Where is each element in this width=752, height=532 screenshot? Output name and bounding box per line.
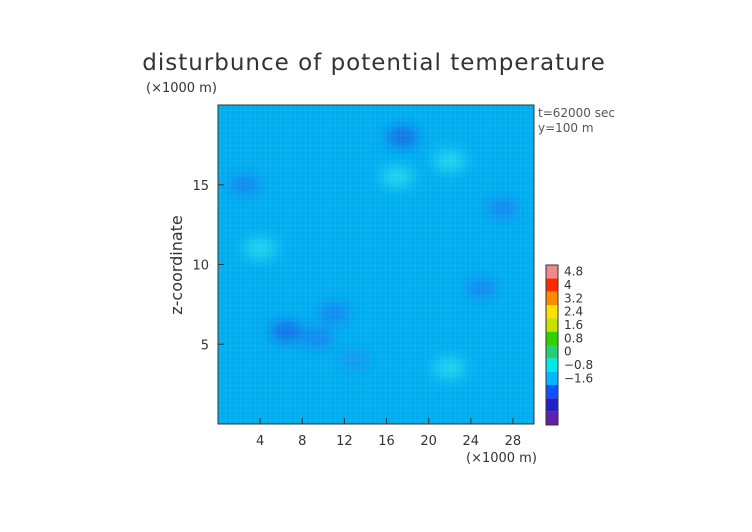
colorbar-label: 0 (564, 345, 572, 359)
info-y: y=100 m (538, 121, 594, 135)
colorbar-swatch (546, 278, 558, 292)
colorbar-label: 3.2 (564, 291, 583, 305)
colorbar-swatch (546, 358, 558, 372)
x-axis-label: (×1000 m) (466, 451, 537, 466)
colorbar-swatch (546, 291, 558, 305)
grid-overlay (218, 105, 534, 424)
chart-title: disturbunce of potential temperature (142, 50, 606, 76)
y-axis-label: z-coordinate (167, 215, 186, 315)
x-axis: 4 8 12 16 20 24 28 (256, 418, 521, 449)
x-tick-label: 24 (463, 434, 480, 449)
x-tick-label: 8 (298, 434, 306, 449)
colorbar-frame (545, 264, 559, 426)
colorbar-label: 4 (564, 278, 572, 292)
colorbar-swatch (546, 331, 558, 345)
y-tick-label: 10 (192, 259, 209, 274)
y-tick-label: 15 (192, 179, 209, 194)
y-unit-label: (×1000 m) (146, 81, 217, 96)
colorbar-swatch (546, 411, 558, 425)
colorbar-swatch (546, 371, 558, 385)
colorbar-label: 0.8 (564, 331, 583, 345)
x-tick-label: 12 (336, 434, 353, 449)
colorbar-label: 1.6 (564, 318, 583, 332)
colorbar-swatch (546, 305, 558, 319)
y-axis: 5 10 15 (192, 179, 224, 353)
colorbar-swatch (546, 385, 558, 399)
colorbar-label: −1.6 (564, 371, 593, 385)
colorbar-label: 4.8 (564, 265, 583, 279)
colorbar-label: −0.8 (564, 358, 593, 372)
x-tick-label: 4 (256, 434, 264, 449)
colorbar-swatch (546, 398, 558, 412)
info-time: t=62000 sec (538, 106, 615, 120)
y-tick-label: 5 (201, 338, 209, 353)
x-tick-label: 28 (505, 434, 522, 449)
colorbar: 4.843.22.41.60.80−0.8−1.6 (545, 264, 593, 426)
colorbar-swatch (546, 345, 558, 359)
colorbar-swatch (546, 318, 558, 332)
colorbar-label: 2.4 (564, 305, 583, 319)
x-tick-label: 16 (378, 434, 395, 449)
x-tick-label: 20 (420, 434, 437, 449)
colorbar-swatch (546, 265, 558, 279)
